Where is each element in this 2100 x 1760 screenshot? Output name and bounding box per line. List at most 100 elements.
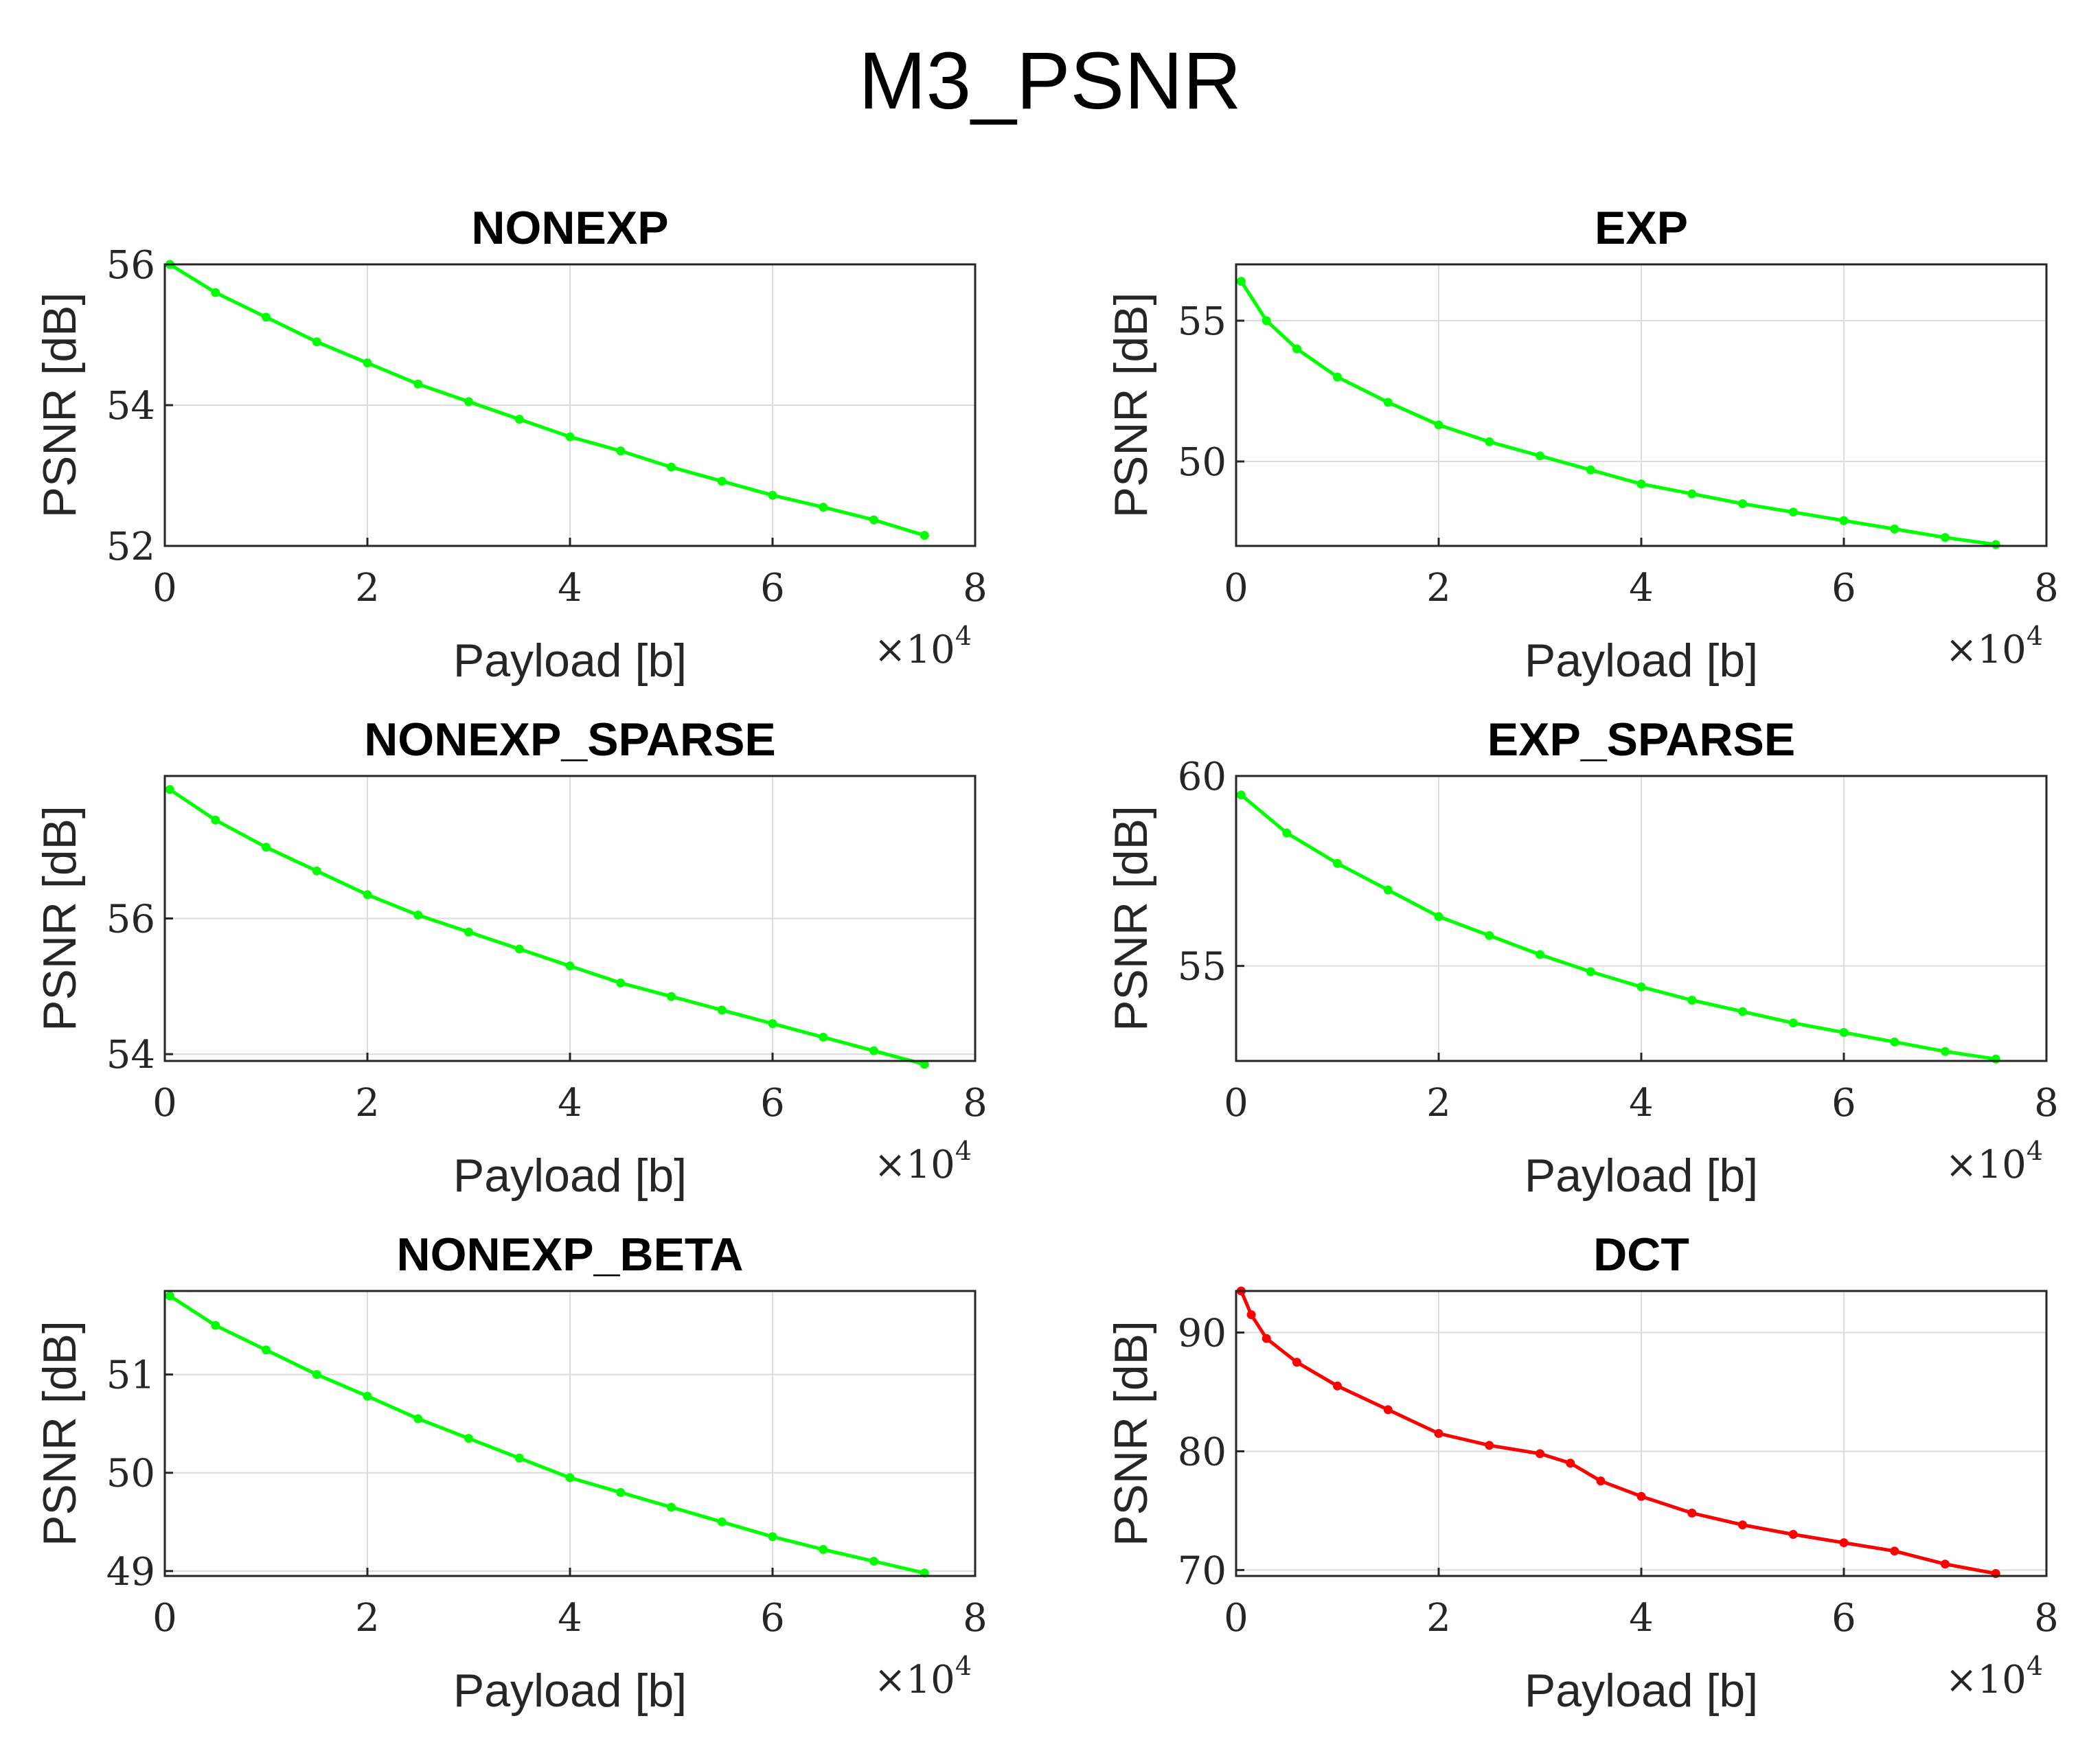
- data-point: [1536, 1449, 1544, 1459]
- data-point: [1236, 790, 1246, 800]
- data-point: [1596, 1476, 1606, 1486]
- data-point: [1687, 995, 1697, 1005]
- y-tick-label: 50: [1178, 440, 1226, 485]
- data-point: [1788, 1529, 1798, 1539]
- subplot-nonexp: 0 2 4 6 8 52 54 56 NONEXP Payload [b] PSNR [dB] ×10…: [34, 202, 988, 687]
- data-point: [565, 961, 575, 971]
- data-point: [1738, 1520, 1747, 1530]
- figure-title: M3_PSNR: [858, 36, 1241, 126]
- data-point: [464, 927, 473, 937]
- subplot-title: EXP: [1595, 202, 1688, 254]
- data-point: [1383, 885, 1393, 895]
- data-point: [869, 1046, 878, 1055]
- data-point: [717, 1005, 727, 1015]
- x-axis-multiplier: ×104: [874, 621, 972, 672]
- data-point: [1333, 858, 1342, 868]
- data-point: [464, 1434, 473, 1443]
- subplot-title: NONEXP_SPARSE: [364, 713, 776, 766]
- data-point: [1839, 1028, 1849, 1037]
- data-point: [1282, 828, 1292, 838]
- y-tick-label: 52: [106, 525, 155, 569]
- y-axis-label: PSNR [dB]: [1105, 1321, 1157, 1546]
- data-point: [667, 462, 676, 472]
- x-tick-label: 0: [1224, 566, 1248, 610]
- data-point: [165, 1291, 174, 1301]
- y-tick-label: 80: [1178, 1430, 1226, 1474]
- x-tick-label: 2: [355, 1596, 380, 1641]
- data-point: [1890, 1037, 1899, 1047]
- data-point: [1839, 516, 1849, 525]
- data-point: [514, 1453, 524, 1463]
- data-point: [1586, 967, 1595, 976]
- data-point: [768, 490, 777, 500]
- data-point: [1333, 1381, 1342, 1391]
- data-point: [1890, 524, 1899, 534]
- y-axis-label: PSNR [dB]: [34, 293, 86, 518]
- data-point: [1991, 540, 2000, 549]
- data-point: [1636, 479, 1646, 489]
- data-point: [363, 1391, 372, 1401]
- data-point: [413, 379, 423, 389]
- x-tick-label: 6: [1831, 1081, 1856, 1125]
- x-axis-multiplier: ×104: [1945, 1136, 2043, 1187]
- series-line: [1240, 793, 1996, 1061]
- x-tick-label: 8: [963, 1081, 988, 1125]
- y-tick-label: 56: [106, 243, 155, 288]
- y-tick-label: 55: [1178, 299, 1226, 344]
- data-point: [1292, 1358, 1301, 1367]
- data-point: [1246, 1310, 1256, 1320]
- data-point: [211, 815, 220, 825]
- data-point: [1434, 420, 1443, 430]
- data-point: [514, 415, 524, 424]
- x-axis-multiplier: ×104: [1945, 621, 2043, 672]
- data-point: [312, 1370, 321, 1380]
- x-tick-label: 4: [558, 1081, 582, 1125]
- x-tick-label: 8: [963, 1596, 988, 1641]
- data-point: [312, 866, 321, 876]
- data-point: [1788, 507, 1798, 517]
- x-tick-label: 6: [760, 1596, 785, 1641]
- x-tick-label: 4: [1629, 1596, 1654, 1641]
- y-axis-label: PSNR [dB]: [1105, 805, 1157, 1031]
- x-axis-label: Payload [b]: [1525, 1150, 1758, 1202]
- x-tick-label: 6: [1831, 566, 1856, 610]
- y-tick-label: 51: [106, 1353, 155, 1398]
- data-point: [1991, 1054, 2000, 1064]
- subplot-dct: 0 2 4 6 8 70 80 90 DCT Payload [b] PSNR [dB] ×104: [1105, 1228, 2059, 1717]
- y-tick-label: 54: [106, 1033, 155, 1077]
- data-point: [1485, 437, 1494, 446]
- data-point: [1292, 344, 1301, 354]
- data-point: [616, 1487, 626, 1497]
- data-point: [819, 1032, 828, 1042]
- data-point: [1687, 1508, 1697, 1518]
- data-point: [1636, 1492, 1646, 1501]
- x-tick-label: 6: [760, 1081, 785, 1125]
- subplot-exp: 0 2 4 6 8 50 55 EXP Payload [b] PSNR [dB] ×104: [1105, 202, 2059, 687]
- data-point: [1890, 1546, 1899, 1556]
- data-point: [768, 1532, 777, 1542]
- subplot-grid: 0 2 4 6 8 52 54 56 NONEXP Payload [b] PSNR [dB] ×10…: [34, 202, 2059, 1717]
- data-point: [565, 1473, 575, 1483]
- y-tick-label: 70: [1178, 1548, 1226, 1593]
- x-tick-label: 8: [2034, 566, 2059, 610]
- y-axis-label: PSNR [dB]: [34, 1321, 86, 1546]
- data-point: [1636, 982, 1646, 992]
- x-axis-label: Payload [b]: [1525, 1665, 1758, 1717]
- data-point: [1536, 950, 1544, 959]
- data-point: [413, 1414, 423, 1424]
- x-tick-label: 0: [1224, 1596, 1248, 1641]
- data-point: [1383, 1405, 1393, 1415]
- data-point: [565, 432, 575, 442]
- x-axis-multiplier: ×104: [874, 1136, 972, 1187]
- data-point: [1262, 316, 1271, 325]
- data-point: [869, 1557, 878, 1566]
- x-axis-label: Payload [b]: [453, 1150, 687, 1202]
- data-point: [1687, 489, 1697, 499]
- x-tick-label: 8: [963, 566, 988, 610]
- x-axis-multiplier: ×104: [1945, 1651, 2043, 1702]
- data-point: [1941, 533, 1950, 542]
- subplot-title: DCT: [1593, 1228, 1689, 1281]
- data-point: [464, 397, 473, 407]
- y-tick-label: 60: [1178, 755, 1226, 799]
